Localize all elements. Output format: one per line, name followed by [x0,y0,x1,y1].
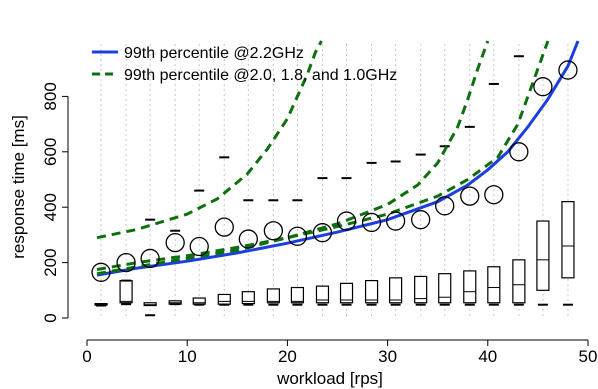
y-tick-label: 600 [41,138,60,166]
p99-circle [238,229,258,249]
p99-circle [263,221,284,241]
box [512,259,526,304]
x-tick-label: 40 [478,347,497,366]
x-axis-title: workload [rps] [276,369,383,388]
box [463,270,477,304]
y-axis-title: response time [ms] [9,115,28,259]
p99-circles [91,60,578,282]
box [266,288,280,304]
x-tick-label: 10 [178,347,197,366]
y-tick-label: 200 [41,248,60,276]
p99-circle [533,77,553,97]
p99-circle [91,262,111,282]
p99-circle [484,185,504,205]
x-tick-label: 30 [378,347,397,366]
box [217,293,231,305]
p99-circle [509,142,529,162]
p99-line-lower-freq [96,40,323,240]
p99-line-lower-freq [96,40,550,271]
y-tick-label: 400 [41,193,60,221]
axes: 0 10 20 30 40 50 0 200 400 600 800 [41,82,597,366]
box [364,280,379,304]
box [143,302,157,307]
legend-label-dashed: 99th percentile @2.0, 1.8, and 1.0GHz [124,67,397,84]
p99-circle [312,223,333,243]
p99-circle [116,252,136,273]
box-plots [94,55,575,317]
legend-label-solid: 99th percentile @2.2GHz [124,45,304,62]
x-tick-label: 20 [278,347,297,366]
box [438,273,452,304]
y-tick-label: 800 [41,82,60,110]
legend: 99th percentile @2.2GHz 99th percentile … [92,45,397,84]
box [119,280,133,304]
box [487,266,501,304]
box [339,282,354,304]
p99-circle [287,226,308,246]
box [561,201,575,279]
p99-circle [140,248,160,269]
box [414,275,428,304]
p99-circle [214,217,234,237]
p99-circle [558,60,578,80]
box [241,291,255,305]
x-tick-label: 50 [579,347,598,366]
p99-circle [165,233,185,253]
p99-circle [361,212,382,233]
box [536,220,550,291]
p99-line-2.2ghz [96,40,580,277]
p99-line-lower-freq [96,40,490,276]
p99-circle [435,196,455,216]
p99-circle [411,210,431,230]
p99-circle [189,236,209,257]
box [389,277,403,304]
p99-circle [336,211,357,231]
percentile-lines [96,40,580,277]
y-tick-label: 0 [41,313,60,322]
p99-circle [385,211,406,231]
x-tick-label: 0 [82,347,91,366]
p99-circle [460,186,480,206]
box [290,286,305,304]
box [315,285,330,304]
